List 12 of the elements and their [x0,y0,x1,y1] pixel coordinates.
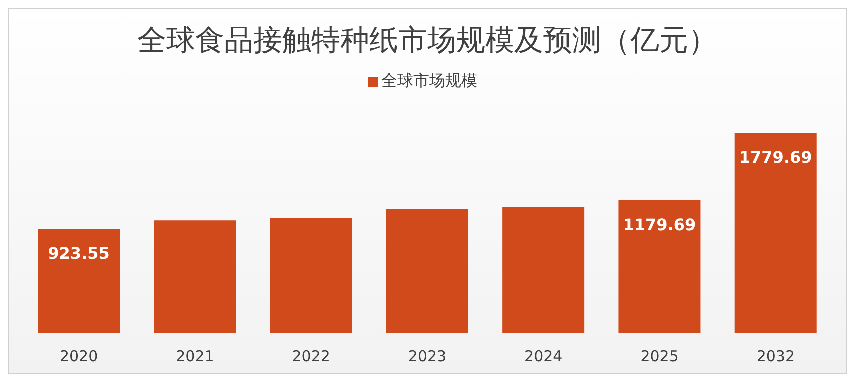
x-tick-label: 2023 [408,348,447,366]
data-label: 923.55 [48,244,110,264]
data-label: 1779.69 [739,148,812,167]
legend-label: 全球市场规模 [382,71,478,90]
x-tick-label: 2022 [292,348,330,366]
data-label: 1179.69 [623,215,696,234]
x-tick-label: 2021 [176,348,214,366]
x-tick-label: 2032 [756,348,796,366]
x-tick-label: 2020 [60,348,98,366]
x-tick-label: 2025 [640,348,679,366]
chart-title: 全球食品接触特种纸市场规模及预测（亿元） [136,22,718,59]
x-tick-label: 2024 [524,348,563,366]
